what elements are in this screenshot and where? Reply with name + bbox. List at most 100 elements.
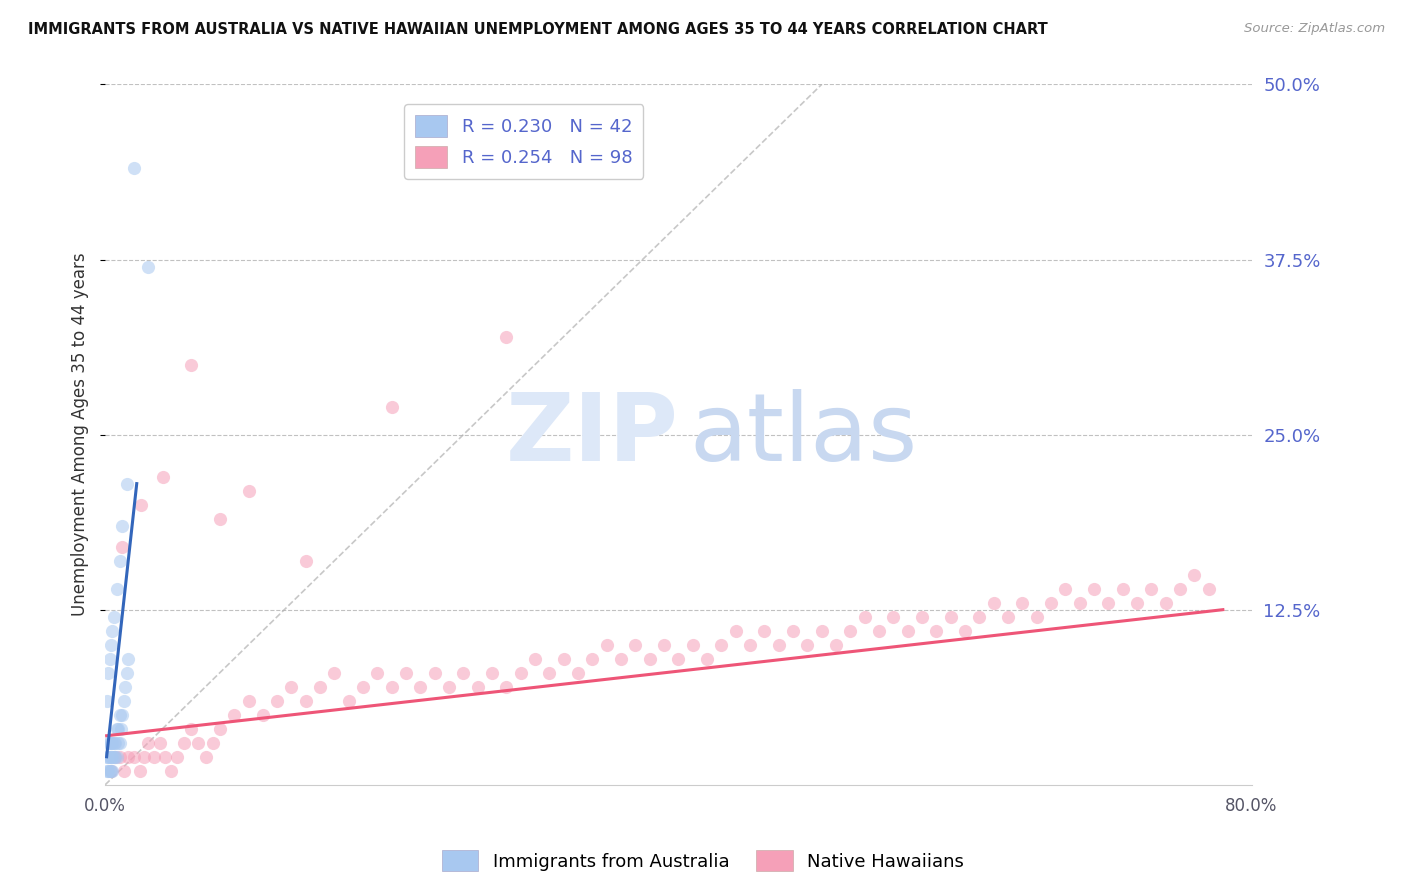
Legend: Immigrants from Australia, Native Hawaiians: Immigrants from Australia, Native Hawaii… bbox=[434, 843, 972, 879]
Point bbox=[295, 554, 318, 568]
Point bbox=[117, 749, 139, 764]
Point bbox=[100, 764, 122, 778]
Point bbox=[610, 651, 633, 665]
Point bbox=[104, 749, 127, 764]
Point bbox=[115, 476, 138, 491]
Point bbox=[101, 764, 124, 778]
Point bbox=[97, 749, 120, 764]
Point bbox=[352, 680, 374, 694]
Point bbox=[682, 638, 704, 652]
Point bbox=[453, 665, 475, 680]
Point bbox=[1140, 582, 1163, 596]
Point bbox=[100, 764, 122, 778]
Point bbox=[596, 638, 619, 652]
Point bbox=[107, 722, 129, 736]
Point bbox=[160, 764, 183, 778]
Point bbox=[128, 764, 150, 778]
Point bbox=[266, 694, 288, 708]
Point bbox=[437, 680, 460, 694]
Point bbox=[208, 722, 231, 736]
Point bbox=[101, 624, 124, 638]
Point bbox=[104, 749, 127, 764]
Point bbox=[280, 680, 302, 694]
Point bbox=[939, 609, 962, 624]
Text: ZIP: ZIP bbox=[506, 389, 678, 481]
Point bbox=[136, 736, 159, 750]
Point bbox=[381, 400, 404, 414]
Point bbox=[983, 596, 1005, 610]
Point bbox=[381, 680, 404, 694]
Point bbox=[100, 638, 122, 652]
Point bbox=[495, 680, 517, 694]
Point bbox=[796, 638, 818, 652]
Point bbox=[166, 749, 188, 764]
Point bbox=[481, 665, 503, 680]
Point bbox=[98, 651, 121, 665]
Y-axis label: Unemployment Among Ages 35 to 44 years: Unemployment Among Ages 35 to 44 years bbox=[72, 252, 89, 616]
Point bbox=[997, 609, 1019, 624]
Point bbox=[1025, 609, 1047, 624]
Point bbox=[101, 749, 124, 764]
Point bbox=[782, 624, 804, 638]
Point bbox=[105, 749, 128, 764]
Point bbox=[98, 736, 121, 750]
Point bbox=[152, 469, 174, 483]
Legend: R = 0.230   N = 42, R = 0.254   N = 98: R = 0.230 N = 42, R = 0.254 N = 98 bbox=[404, 104, 643, 178]
Point bbox=[1111, 582, 1133, 596]
Point bbox=[768, 638, 790, 652]
Point bbox=[1198, 582, 1220, 596]
Point bbox=[366, 665, 388, 680]
Point bbox=[1168, 582, 1191, 596]
Point bbox=[208, 511, 231, 525]
Point bbox=[1054, 582, 1077, 596]
Point bbox=[97, 764, 120, 778]
Point bbox=[238, 483, 260, 498]
Point bbox=[696, 651, 718, 665]
Point bbox=[423, 665, 446, 680]
Point bbox=[409, 680, 432, 694]
Point bbox=[553, 651, 575, 665]
Point bbox=[97, 665, 120, 680]
Point bbox=[96, 694, 118, 708]
Point bbox=[111, 518, 134, 533]
Point bbox=[337, 694, 360, 708]
Point bbox=[810, 624, 832, 638]
Point bbox=[224, 707, 246, 722]
Point bbox=[495, 329, 517, 343]
Point bbox=[1097, 596, 1119, 610]
Point bbox=[108, 736, 131, 750]
Point bbox=[96, 764, 118, 778]
Point bbox=[1154, 596, 1177, 610]
Point bbox=[180, 358, 202, 372]
Point bbox=[104, 736, 127, 750]
Point bbox=[105, 722, 128, 736]
Point bbox=[105, 582, 128, 596]
Point bbox=[538, 665, 561, 680]
Point bbox=[129, 498, 152, 512]
Point bbox=[194, 749, 217, 764]
Point bbox=[136, 260, 159, 274]
Point bbox=[142, 749, 165, 764]
Point bbox=[624, 638, 647, 652]
Point bbox=[738, 638, 761, 652]
Point bbox=[111, 707, 134, 722]
Point bbox=[173, 736, 195, 750]
Point bbox=[96, 749, 118, 764]
Point bbox=[652, 638, 675, 652]
Point bbox=[295, 694, 318, 708]
Point bbox=[122, 749, 145, 764]
Point bbox=[149, 736, 172, 750]
Point bbox=[1039, 596, 1062, 610]
Point bbox=[108, 554, 131, 568]
Point bbox=[103, 609, 125, 624]
Point bbox=[323, 665, 346, 680]
Point bbox=[100, 749, 122, 764]
Point bbox=[839, 624, 862, 638]
Text: atlas: atlas bbox=[690, 389, 918, 481]
Point bbox=[309, 680, 332, 694]
Point bbox=[101, 736, 124, 750]
Point bbox=[897, 624, 920, 638]
Point bbox=[467, 680, 489, 694]
Point bbox=[1011, 596, 1033, 610]
Point bbox=[115, 665, 138, 680]
